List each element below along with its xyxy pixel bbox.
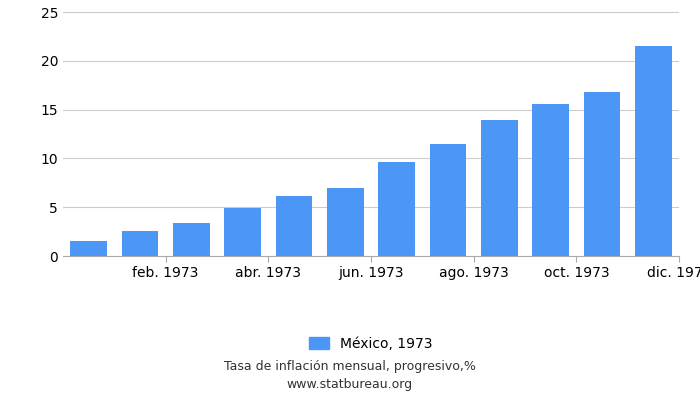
Bar [173,223,210,256]
Text: www.statbureau.org: www.statbureau.org [287,378,413,391]
Bar [481,120,518,256]
Bar [430,144,466,256]
Bar [378,162,415,256]
Text: Tasa de inflación mensual, progresivo,%: Tasa de inflación mensual, progresivo,% [224,360,476,373]
Bar [122,232,158,256]
Legend: México, 1973: México, 1973 [304,331,438,356]
Bar [70,241,107,256]
Bar [635,46,672,256]
Bar [327,188,364,256]
Bar [532,104,569,256]
Bar [276,196,312,256]
Bar [584,92,620,256]
Bar [224,208,261,256]
